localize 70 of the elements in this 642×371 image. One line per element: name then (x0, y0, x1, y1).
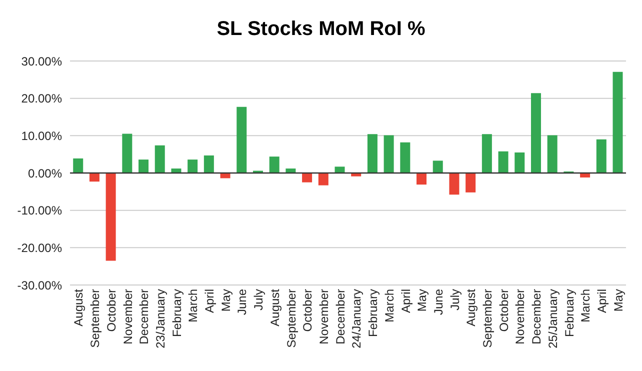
x-tick-label: April (398, 289, 413, 314)
x-tick-label: 25/January (546, 289, 560, 348)
x-tick-label: July (448, 289, 462, 310)
x-tick-label: February (170, 289, 184, 338)
bar (154, 145, 165, 173)
x-tick-label: March (578, 289, 593, 322)
x-tick-label: April (594, 289, 609, 314)
x-tick-label: September (480, 289, 495, 348)
bar (106, 173, 116, 261)
bar (432, 160, 443, 173)
x-tick-label: October (104, 289, 118, 332)
bar (449, 173, 460, 195)
x-tick-label: May (218, 289, 233, 312)
bar (188, 160, 198, 173)
bar (466, 173, 476, 192)
bar (269, 156, 280, 173)
x-tick-label: October (300, 289, 315, 332)
bar (530, 93, 541, 173)
bar (122, 134, 132, 173)
x-tick-label: June (431, 288, 446, 316)
y-tick-label: 20.00% (21, 92, 62, 106)
chart-title: SL Stocks MoM RoI % (216, 18, 426, 41)
bar (482, 134, 492, 173)
x-tick-label: May (611, 289, 626, 312)
x-tick-label: June (235, 288, 250, 316)
bar (351, 173, 362, 176)
bar (367, 134, 378, 173)
x-tick-label: March (186, 289, 200, 322)
x-tick-label: 24/January (350, 289, 364, 348)
x-tick-label: August (72, 288, 86, 326)
bar (596, 139, 606, 173)
y-tick-label: 10.00% (21, 128, 62, 143)
bar (400, 142, 410, 173)
x-tick-label: October (496, 289, 511, 332)
bar (416, 173, 427, 185)
x-tick-label: November (316, 289, 331, 344)
x-tick-label: December (530, 289, 544, 344)
x-tick-label: September (284, 289, 298, 348)
bar (498, 151, 508, 173)
y-tick-label: -20.00% (17, 240, 62, 255)
x-tick-label: February (366, 289, 380, 338)
bar (138, 160, 149, 173)
bar (514, 152, 525, 173)
y-tick-label: 0.00% (28, 166, 62, 180)
bar (302, 173, 312, 182)
bar (612, 72, 623, 173)
bar (204, 155, 214, 173)
x-tick-label: February (562, 289, 576, 338)
x-tick-label: December (137, 289, 152, 344)
bar (384, 135, 394, 173)
x-tick-label: November (120, 289, 135, 344)
bar (547, 135, 558, 173)
x-tick-label: December (333, 289, 348, 344)
x-tick-label: April (202, 289, 217, 314)
x-tick-label: September (88, 289, 102, 348)
bar (73, 158, 84, 173)
x-tick-label: August (268, 288, 282, 326)
x-tick-label: August (464, 288, 478, 326)
bar (334, 166, 345, 173)
x-tick-label: 23/January (153, 289, 168, 348)
x-tick-label: May (415, 289, 430, 312)
y-tick-label: 30.00% (21, 54, 62, 68)
bar (236, 106, 247, 173)
x-tick-label: July (252, 289, 266, 310)
bar (318, 173, 328, 186)
y-tick-label: -30.00% (17, 278, 62, 292)
x-tick-label: November (513, 289, 528, 344)
bar (89, 173, 100, 182)
y-tick-label: -10.00% (17, 204, 62, 218)
x-tick-label: March (382, 289, 396, 322)
